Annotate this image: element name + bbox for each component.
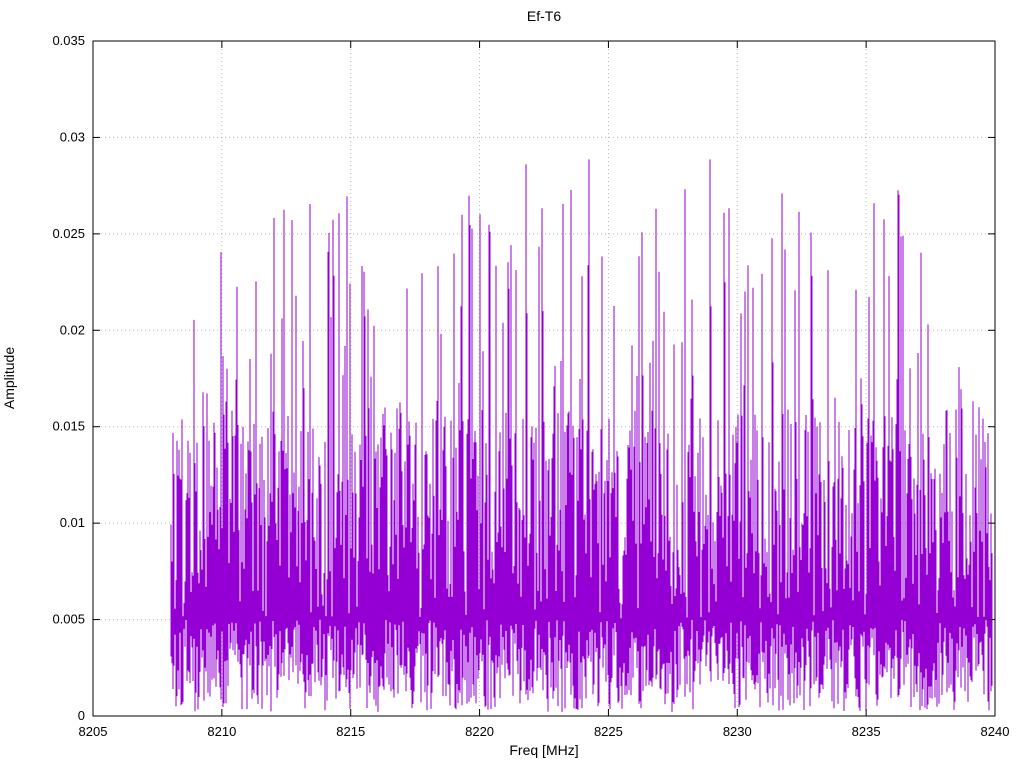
x-tick-label: 8220	[465, 724, 494, 739]
y-tick-label: 0.035	[52, 33, 85, 48]
x-tick-label: 8225	[594, 724, 623, 739]
x-tick-label: 8215	[336, 724, 365, 739]
x-axis-label: Freq [MHz]	[509, 742, 578, 758]
x-tick-label: 8210	[207, 724, 236, 739]
x-tick-label: 8235	[852, 724, 881, 739]
y-tick-label: 0.01	[60, 515, 85, 530]
y-tick-label: 0.005	[52, 612, 85, 627]
y-axis-label: Amplitude	[1, 347, 17, 409]
x-tick-label: 8230	[723, 724, 752, 739]
axes	[92, 40, 996, 717]
x-tick-label: 8205	[79, 724, 108, 739]
y-tick-label: 0.015	[52, 419, 85, 434]
y-tick-label: 0.02	[60, 322, 85, 337]
chart-title: Ef-T6	[527, 8, 561, 24]
y-tick-label: 0.03	[60, 129, 85, 144]
tick-labels: 8205 8210 8215 8220 8225 8230 8235 8240 0 0.005 0.…	[52, 33, 1009, 739]
x-tick-label: 8240	[981, 724, 1010, 739]
y-tick-label: 0	[78, 708, 85, 723]
spectrum-trace	[170, 159, 993, 713]
plot-border	[92, 40, 996, 717]
data-series	[170, 159, 993, 713]
y-tick-label: 0.025	[52, 226, 85, 241]
